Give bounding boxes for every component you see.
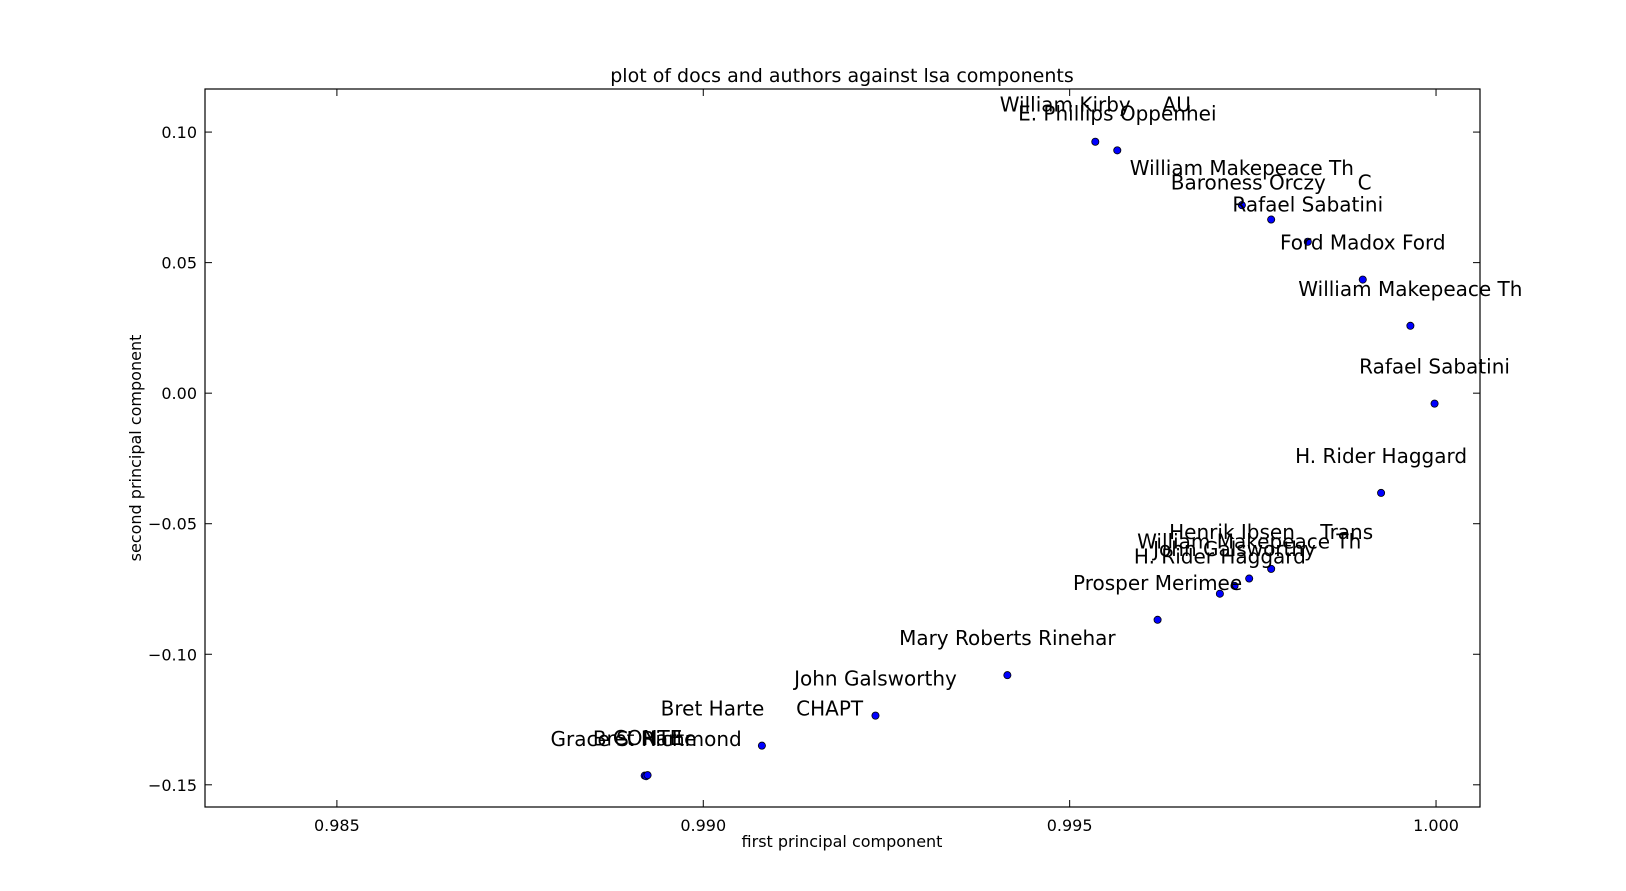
data-point: [1245, 574, 1254, 583]
point-label: Bret Harte: [593, 727, 697, 751]
point-label: Mary Roberts Rinehar: [899, 626, 1116, 650]
point-label: Prosper Merimee: [1073, 571, 1242, 595]
data-point: [1267, 215, 1276, 224]
y-tick-label: 0.05: [161, 254, 197, 273]
point-label: John Galsworthy: [1151, 537, 1316, 561]
x-axis-label: first principal component: [742, 832, 943, 851]
point-label: William Makepeace Th: [1137, 530, 1361, 554]
data-point: [1406, 321, 1415, 330]
point-labels: William Kirby AUE. Phillips Oppenhei Will…: [550, 93, 1522, 751]
x-tick-label: 0.990: [680, 816, 726, 835]
y-axis: −0.15 −0.10 −0.05 0.00 0.05 0.10: [148, 123, 1480, 795]
data-point: [1237, 201, 1246, 210]
point-label: John Galsworthy: [792, 667, 957, 691]
point-label: Rafael Sabatini: [1232, 193, 1383, 217]
point-label: CONTE: [613, 726, 683, 750]
y-tick-label: 0.10: [161, 123, 197, 142]
point-label: Ford Madox Ford: [1280, 231, 1446, 255]
x-tick-label: 1.000: [1413, 816, 1459, 835]
data-point: [643, 771, 652, 780]
point-label: Rafael Sabatini: [1359, 355, 1510, 379]
data-point: [1377, 488, 1386, 497]
y-tick-label: 0.00: [161, 384, 197, 403]
point-label: Henrik Ibsen Trans: [1169, 520, 1373, 544]
x-axis: 0.985 0.990 0.995 1.000: [314, 89, 1459, 835]
y-tick-label: −0.05: [148, 515, 197, 534]
data-point: [871, 711, 880, 720]
x-tick-label: 0.985: [314, 816, 360, 835]
point-label: William Kirby AU: [1000, 93, 1191, 117]
point-label: William Makepeace Th: [1298, 277, 1522, 301]
data-point: [757, 741, 766, 750]
data-point: [1215, 589, 1224, 598]
point-label: H. Rider Haggard: [1295, 444, 1467, 468]
data-point: [1358, 275, 1367, 284]
chart-title: plot of docs and authors against lsa com…: [610, 65, 1074, 87]
data-point: [1303, 237, 1312, 246]
point-label: Grace S. Richmond: [550, 727, 741, 751]
y-tick-label: −0.10: [148, 645, 197, 664]
point-label: William Makepeace Th: [1130, 156, 1354, 180]
point-label: Bret Harte CHAPT: [661, 697, 864, 721]
data-point: [1230, 581, 1239, 590]
y-axis-label: second principal component: [126, 335, 145, 562]
point-label: Baroness Orczy C: [1171, 171, 1372, 195]
data-point: [1003, 671, 1012, 680]
point-label: H. Rider Haggard: [1134, 545, 1306, 569]
plot-frame: [204, 88, 1481, 808]
data-point: [1430, 399, 1439, 408]
y-tick-label: −0.15: [148, 776, 197, 795]
data-point: [1113, 146, 1122, 155]
data-points: [640, 137, 1439, 781]
point-label: E. Phillips Oppenhei: [1018, 101, 1216, 125]
data-point: [1091, 137, 1100, 146]
data-point: [1153, 615, 1162, 624]
data-point: [1267, 564, 1276, 573]
x-tick-label: 0.995: [1047, 816, 1093, 835]
